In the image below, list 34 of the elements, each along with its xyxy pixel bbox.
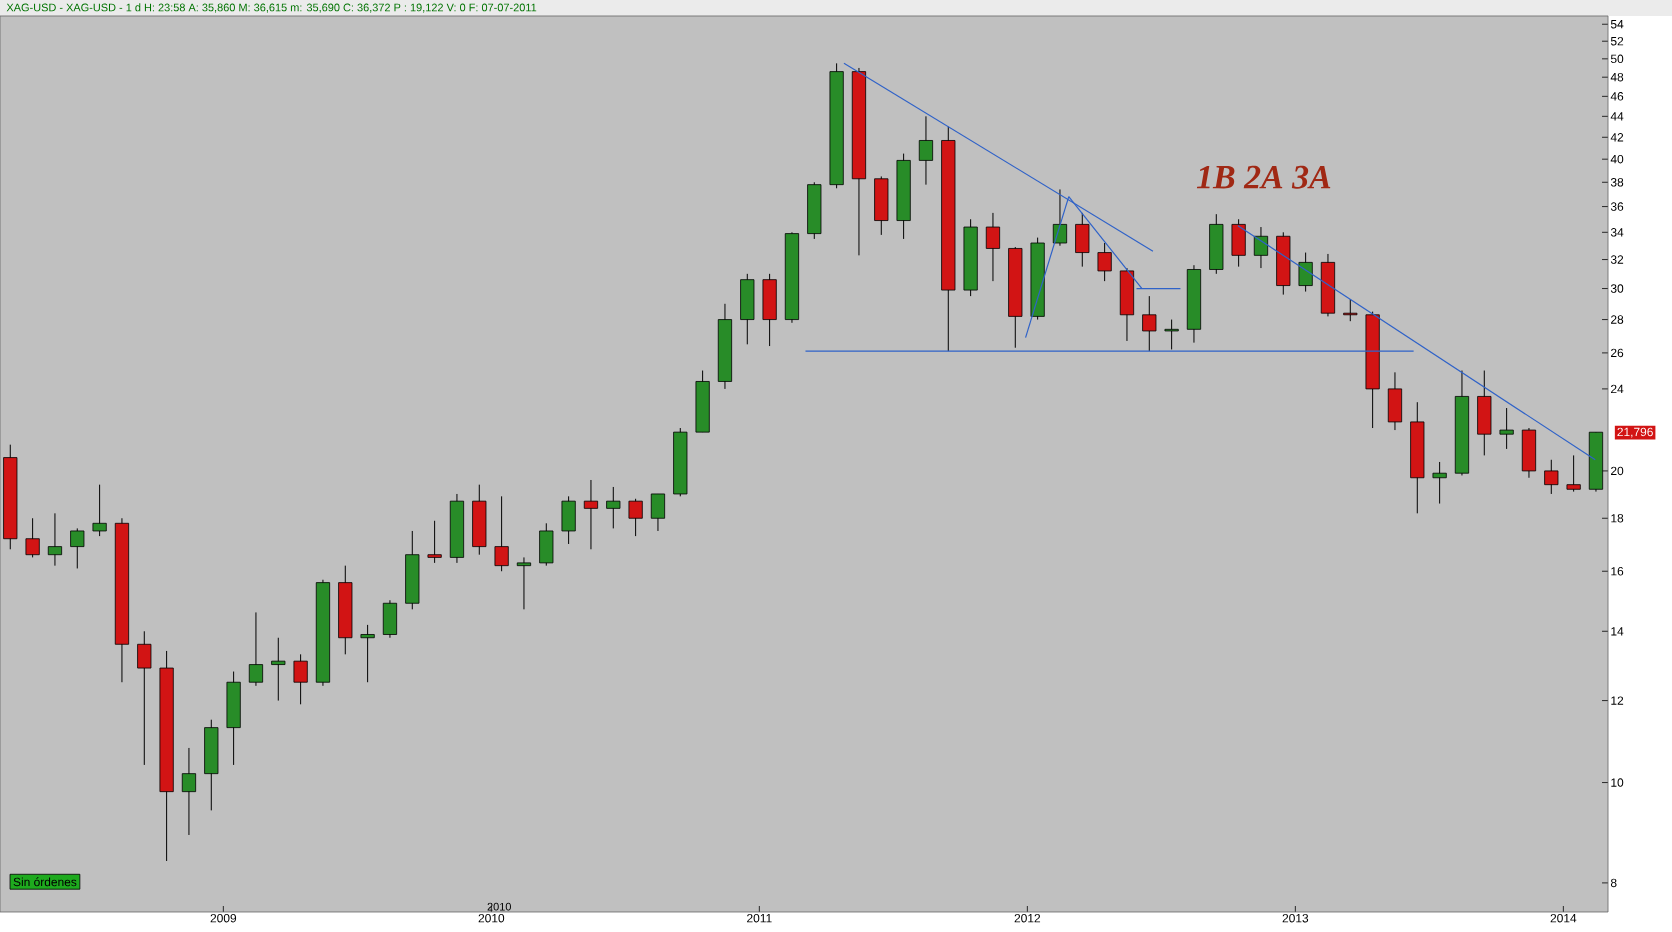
y-tick-label: 24 (1611, 384, 1624, 394)
y-tick-label: 20 (1611, 466, 1624, 476)
y-tick-label: 26 (1611, 348, 1624, 358)
y-tick-label: 32 (1610, 255, 1624, 264)
annotation: Sin órdenes (13, 877, 77, 887)
x-tick-label: 2013 (1282, 913, 1309, 923)
x-tick-label: 2012 (1014, 913, 1041, 923)
y-tick-label: 42 (1610, 133, 1624, 142)
x-tick-label: 2011 (747, 913, 772, 923)
chart-title: XAG-USD - XAG-USD - 1 d H: 23:58 A: 35,860 M: 36,615 m: 35,690 C: 36,372 P : 19,122 V: 0 F: 07-07-2011 (6, 3, 537, 13)
y-tick-label: 46 (1610, 92, 1624, 101)
y-tick-label: 52 (1610, 36, 1624, 46)
y-tick-label: 10 (1611, 778, 1624, 787)
y-tick-label: 34 (1610, 228, 1624, 237)
y-tick-label: 40 (1610, 154, 1624, 164)
y-tick-label: 14 (1611, 627, 1624, 636)
text: 21,796 (1617, 427, 1653, 438)
y-tick-label: 16 (1611, 567, 1624, 576)
y-tick-label: 18 (1611, 514, 1624, 523)
y-tick-label: 50 (1610, 54, 1624, 64)
y-tick-label: 36 (1610, 202, 1624, 211)
y-tick-label: 28 (1611, 315, 1624, 324)
x-tick-label: 2010 (478, 913, 505, 923)
x-tick-label: 2014 (1550, 913, 1577, 923)
y-tick-label: 38 (1610, 178, 1624, 187)
y-tick-label: 44 (1610, 112, 1624, 121)
annotation: 1B 2A 3A (1196, 165, 1331, 189)
y-tick-label: 48 (1610, 72, 1624, 82)
y-tick-label: 54 (1610, 20, 1624, 29)
y-tick-label: 30 (1610, 284, 1624, 293)
y-tick-label: 8 (1610, 878, 1617, 888)
y-tick-label: 12 (1611, 696, 1624, 705)
x-tick-label: 2009 (210, 913, 237, 923)
annotation: 2010 (487, 902, 511, 911)
